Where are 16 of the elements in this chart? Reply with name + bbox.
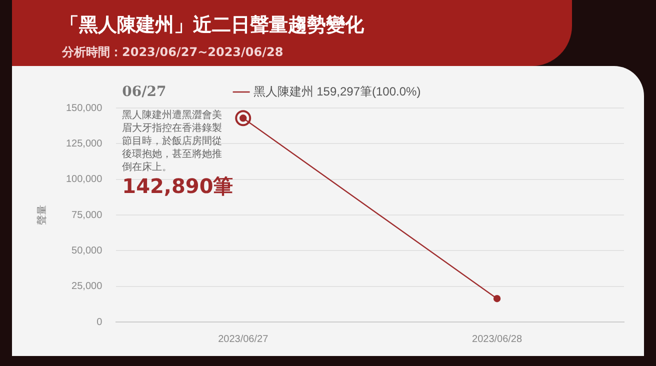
x-tick-label: 2023/06/28 bbox=[472, 334, 522, 345]
y-tick-label: 125,000 bbox=[66, 138, 103, 150]
y-axis-title: 聲量 bbox=[36, 205, 48, 225]
y-tick-label: 150,000 bbox=[66, 102, 103, 114]
y-tick-label: 50,000 bbox=[72, 245, 103, 256]
text: 06/27 bbox=[122, 84, 166, 100]
legend-label: 黑人陳建州 159,297筆(100.0%) bbox=[253, 84, 421, 98]
y-tick-label: 0 bbox=[96, 316, 103, 328]
annotation: 黑人陳建州遭黑澀會美眉大牙指控在香港錄製節目時，於飯店房間從後環抱她，甚至將她推倒在床上。 bbox=[122, 109, 222, 173]
y-tick-label: 100,000 bbox=[66, 174, 103, 186]
chart-subtitle: 分析時間：2023/06/27~2023/06/28 bbox=[62, 44, 284, 61]
x-tick-label: 2023/06/27 bbox=[218, 334, 269, 345]
annotation: 142,890筆 bbox=[122, 174, 234, 198]
y-tick-label: 75,000 bbox=[72, 210, 103, 221]
y-tick-label: 25,000 bbox=[72, 281, 103, 292]
chart-title: 「黑人陳建州」近二日聲量趨勢變化 bbox=[60, 13, 364, 38]
